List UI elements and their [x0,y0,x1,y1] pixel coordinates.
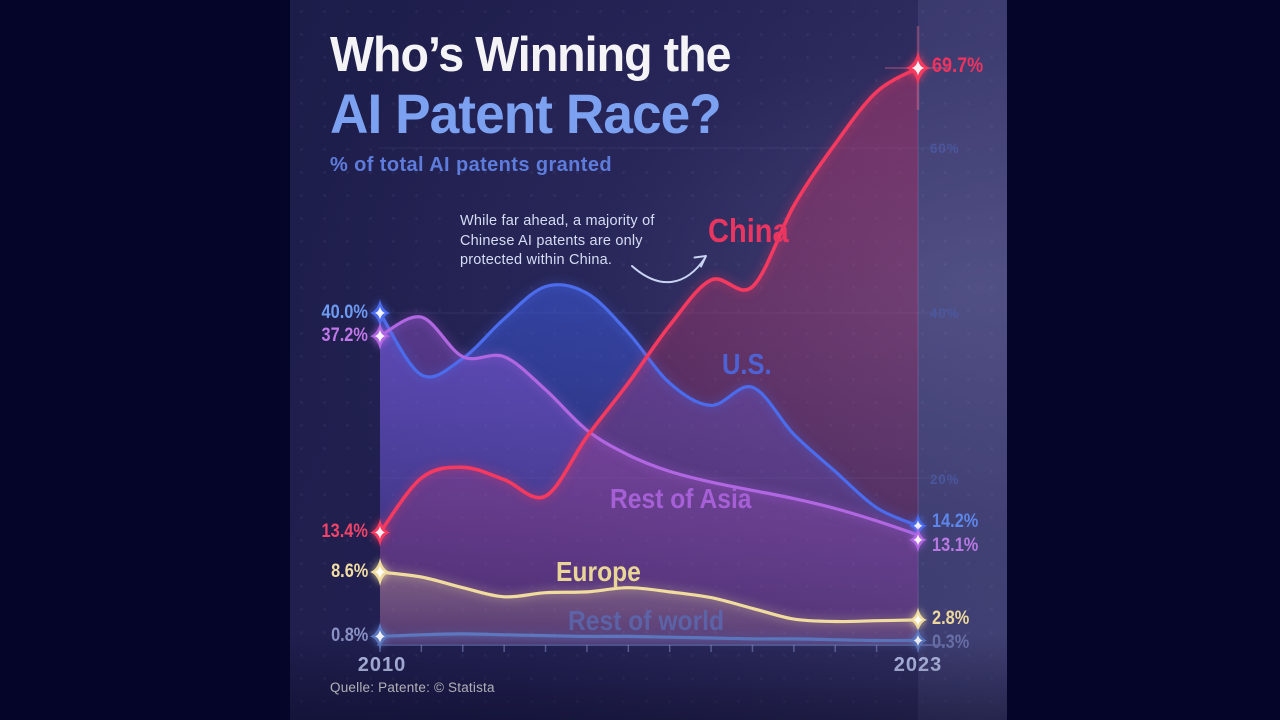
series-label-rest-of-world: Rest of world [568,605,725,636]
end-value-china: 69.7% [932,54,984,77]
rest-of-world-end-star [909,628,927,654]
title-block: Who’s Winning the AI Patent Race? % of t… [330,26,752,177]
annotation-arrow [631,255,707,284]
series-label-europe: Europe [556,556,641,587]
europe-end-star [909,607,927,633]
x-axis [377,644,945,652]
y-axis-tick-60: 60% [930,140,960,156]
title-line2: AI Patent Race? [330,82,722,145]
start-value-u-s-: 40.0% [321,302,368,323]
europe-line [378,570,920,624]
start-value-europe: 8.6% [330,561,368,583]
x-axis-year-start: 2010 [357,654,407,676]
y-axis-tick-40: 40% [930,305,960,321]
europe-area [380,572,918,644]
rest-of-world-start-star [369,622,391,651]
infographic-panel: Who’s Winning the AI Patent Race? % of t… [290,0,1007,720]
rest-of-asia-end-star [909,527,927,553]
area-chart [369,25,951,654]
rest-of-asia-start-star [369,322,391,351]
annotation-text: While far ahead, a majority of Chinese A… [460,213,655,269]
end-value-rest-of-world: 0.3% [932,632,970,653]
china-start-star [369,518,391,547]
y-axis-tick-20: 20% [930,471,960,487]
right-highlight-band [918,0,1007,720]
title-line1: Who’s Winning the [330,28,732,82]
chart-subtitle: % of total AI patents granted [330,154,612,176]
source-credit: Quelle: Patente: © Statista [330,680,495,695]
start-value-china: 13.4% [321,521,368,543]
end-value-u-s-: 14.2% [932,511,979,532]
series-label-rest-of-asia: Rest of Asia [610,483,752,514]
rest-of-asia-line [378,315,920,537]
europe-start-star [369,558,391,587]
end-value-europe: 2.8% [932,608,970,629]
x-axis-year-end: 2023 [893,654,943,676]
u-s--start-star [369,299,391,327]
series-label-china: China [708,212,789,249]
start-value-rest-of-asia: 37.2% [321,325,368,347]
rest-of-world-line [378,632,920,643]
china-end-star [905,50,931,85]
start-value-rest-of-world: 0.8% [330,625,368,647]
end-value-rest-of-asia: 13.1% [932,535,979,556]
series-label-u-s-: U.S. [722,349,772,381]
china-line [378,66,920,535]
u-s--end-star [909,513,927,539]
